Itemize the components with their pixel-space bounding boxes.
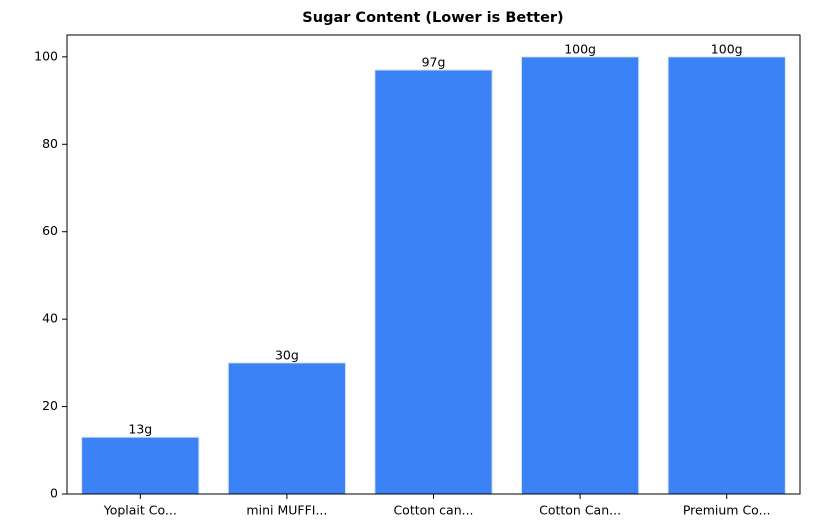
x-tick-label: mini MUFFI... <box>246 503 327 518</box>
value-label: 13g <box>128 422 152 437</box>
bar <box>374 69 493 495</box>
bar <box>667 56 786 495</box>
chart-title: Sugar Content (Lower is Better) <box>302 10 563 26</box>
value-label: 97g <box>422 54 446 69</box>
bar <box>227 362 347 495</box>
y-tick-label: 60 <box>42 223 58 238</box>
bar <box>81 436 200 495</box>
y-tick-label: 80 <box>42 136 58 151</box>
x-tick-label: Cotton can... <box>393 503 473 518</box>
x-tick-label: Premium Co... <box>683 503 771 518</box>
value-label: 100g <box>711 41 743 56</box>
y-tick-label: 100 <box>34 48 58 63</box>
y-tick-label: 20 <box>42 398 58 413</box>
plot-frame <box>66 34 801 495</box>
value-label: 100g <box>564 41 596 56</box>
bar <box>520 56 640 495</box>
value-label: 30g <box>275 347 299 362</box>
x-tick-label: Cotton Can... <box>539 503 621 518</box>
x-tick-label: Yoplait Co... <box>103 503 177 518</box>
y-tick-label: 40 <box>42 311 58 326</box>
y-tick-label: 0 <box>50 486 58 501</box>
